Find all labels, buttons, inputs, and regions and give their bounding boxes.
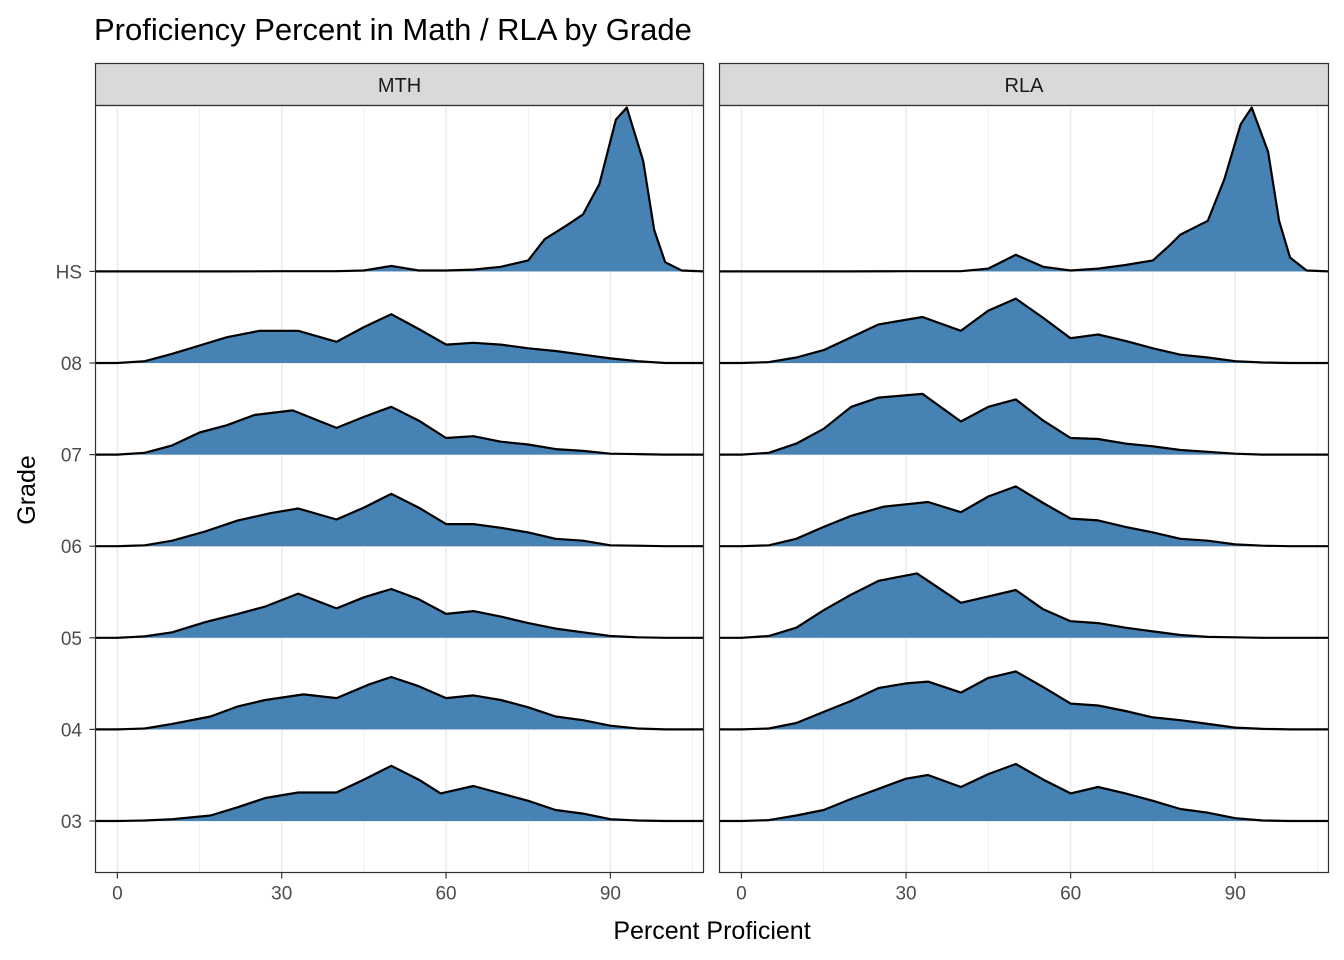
x-tick-label-rla-30: 30 [895,884,916,905]
ridge-area-mth-05 [95,589,704,638]
x-tick-label-rla-90: 90 [1225,884,1246,905]
x-tick-label-mth-60: 60 [435,884,456,905]
y-tick-label-08: 08 [61,354,82,375]
y-tick-label-hs: HS [56,262,82,283]
ridge-area-rla-08 [719,298,1329,363]
ridge-area-rla-05 [719,573,1329,638]
x-tick-label-mth-0: 0 [112,884,123,905]
ridge-area-rla-03 [719,764,1329,821]
x-tick-label-rla-60: 60 [1060,884,1081,905]
strip-label-mth: MTH [378,75,421,97]
y-tick-label-04: 04 [61,720,83,741]
ridge-line-mth-08 [95,313,704,365]
y-tick-label-06: 06 [61,537,82,558]
ridge-area-rla-hs [719,107,1329,272]
ridge-line-mth-06 [95,492,704,548]
strip-rla [718,62,1330,107]
y-tick-label-05: 05 [61,629,82,650]
x-axis-mth: 0 30 60 90 [112,872,621,905]
ridge-area-mth-07 [95,406,704,455]
y-tick-label-03: 03 [61,812,82,833]
ridge-line-rla-04 [719,670,1329,731]
ridge-area-rla-07 [719,393,1329,455]
x-axis-rla: 0 30 60 90 [736,872,1246,905]
ridge-line-mth-05 [95,587,704,639]
panel-mth: MTH 0 30 60 90 [94,62,705,905]
chart-title: Proficiency Percent in Math / RLA by Gra… [94,12,692,47]
ridge-line-mth-03 [95,764,704,823]
x-tick-label-rla-0: 0 [736,884,747,905]
ridge-area-mth-06 [95,493,704,547]
ridge-line-rla-08 [719,297,1329,365]
ridge-line-rla-05 [719,572,1329,639]
ridge-line-rla-03 [719,762,1329,823]
x-axis-title: Percent Proficient [613,917,810,945]
panel-rla: RLA 0 30 60 90 [718,62,1330,905]
ridge-line-mth-hs [95,106,704,273]
x-tick-label-mth-30: 30 [271,884,292,905]
ridges-mth [95,106,704,823]
y-axis-title: Grade [13,455,41,524]
ridge-line-rla-07 [719,392,1329,456]
ridge-line-rla-06 [719,485,1329,548]
ridge-area-mth-hs [95,107,704,272]
ridge-area-rla-04 [719,671,1329,730]
strip-label-rla: RLA [1005,75,1045,97]
ridge-line-rla-hs [719,106,1329,273]
ridge-area-rla-06 [719,486,1329,547]
ridge-area-mth-03 [95,765,704,821]
ridges-rla [719,106,1329,823]
y-axis: 03 04 05 06 07 08 HS [56,262,96,833]
ridge-line-mth-07 [95,405,704,456]
y-tick-label-07: 07 [61,446,82,467]
x-tick-label-mth-90: 90 [600,884,621,905]
ridge-line-mth-04 [95,675,704,731]
panel-border-mth [94,104,705,874]
panel-border-rla [718,104,1330,874]
strip-mth [94,62,705,107]
ridge-area-mth-04 [95,677,704,730]
